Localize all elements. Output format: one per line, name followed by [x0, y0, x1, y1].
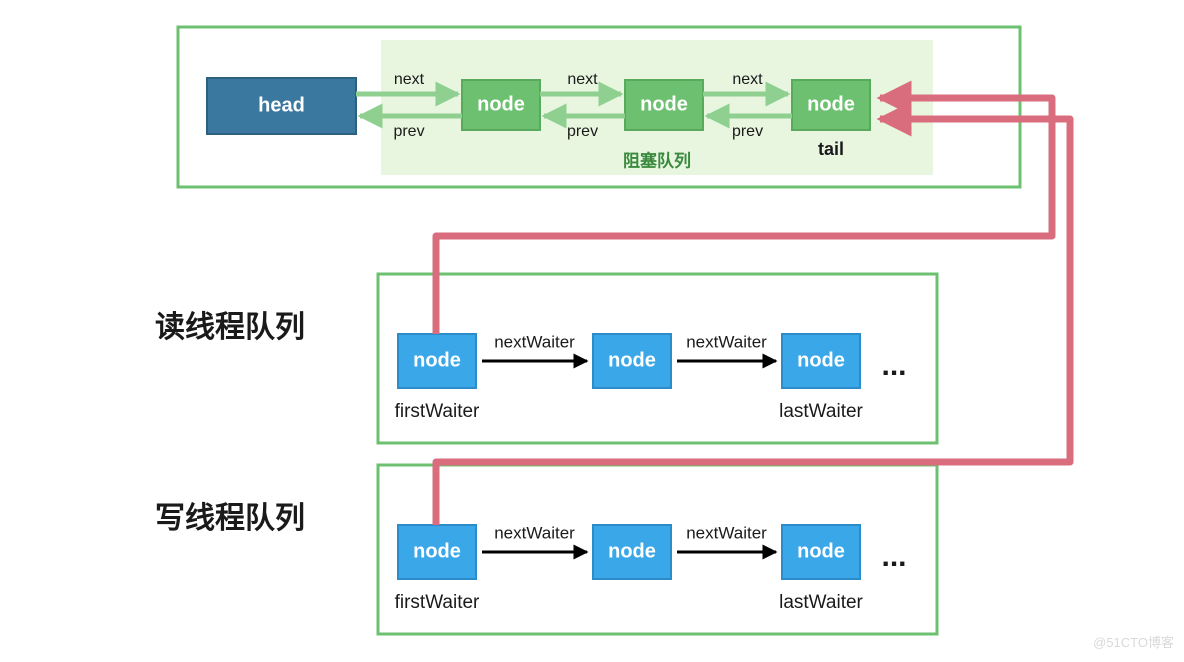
blue-node-label-1-2: node [797, 540, 845, 562]
waiter-heading-1: 写线程队列 [155, 502, 305, 535]
waiter-arrow-label-0-0: nextWaiter [494, 332, 575, 351]
red-arrow-1 [436, 119, 1070, 525]
blue-node-label-0-2: node [797, 349, 845, 371]
green-node-caption-2: tail [818, 139, 844, 159]
blue-node-label-1-0: node [413, 540, 461, 562]
blue-node-caption-0-2: lastWaiter [779, 401, 863, 422]
waiter-arrow-label-0-1: nextWaiter [686, 332, 767, 351]
next-label-0: next [394, 71, 425, 88]
green-node-label-0: node [477, 93, 525, 115]
blue-node-label-0-1: node [608, 349, 656, 371]
waiter-arrow-label-1-1: nextWaiter [686, 523, 767, 542]
blue-node-caption-0-0: firstWaiter [395, 401, 480, 422]
blue-node-caption-1-2: lastWaiter [779, 592, 863, 613]
prev-label-2: prev [732, 123, 763, 140]
next-label-2: next [732, 71, 763, 88]
waiter-heading-0: 读线程队列 [155, 311, 305, 344]
waiter-ellipsis-1: ... [881, 540, 906, 573]
blue-node-label-1-1: node [608, 540, 656, 562]
next-label-1: next [567, 71, 598, 88]
head-label: head [258, 94, 305, 116]
blue-node-label-0-0: node [413, 349, 461, 371]
green-node-label-2: node [807, 93, 855, 115]
prev-label-0: prev [393, 123, 424, 140]
watermark: @51CTO博客 [1093, 632, 1174, 651]
green-node-label-1: node [640, 93, 688, 115]
blue-node-caption-1-0: firstWaiter [395, 592, 480, 613]
prev-label-1: prev [567, 123, 598, 140]
waiter-ellipsis-0: ... [881, 349, 906, 382]
diagram-canvas: 阻塞队列 head node node node tail... next prev next p… [0, 0, 1184, 657]
waiter-arrow-label-1-0: nextWaiter [494, 523, 575, 542]
blocking-queue-label: 阻塞队列 [623, 150, 691, 170]
